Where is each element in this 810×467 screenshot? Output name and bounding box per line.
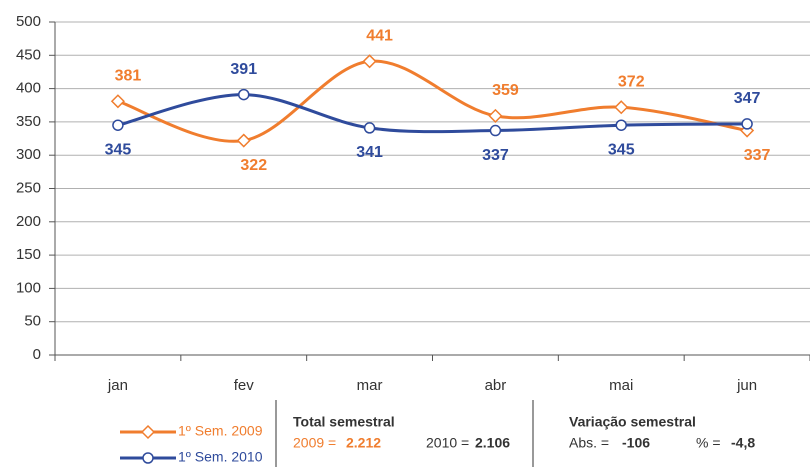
data-label: 347 [734,90,761,107]
y-tick-label: 400 [16,80,41,97]
x-tick-label: jan [107,377,128,394]
x-tick-label: abr [485,377,507,394]
marker [741,118,753,130]
marker [236,133,251,148]
data-label: 337 [744,147,771,164]
legend-label: 1º Sem. 2010 [178,449,263,465]
marker [615,119,627,131]
var-pct-label: % = [696,435,721,451]
total-2009-label: 2009 = [293,435,336,451]
var-title: Variação semestral [569,414,696,430]
data-label: 391 [230,61,257,78]
data-label: 372 [618,73,645,90]
y-tick-label: 500 [16,13,41,30]
x-tick-label: jun [736,377,757,394]
var-abs-label: Abs. = [569,435,609,451]
total-2009-value: 2.212 [346,435,381,451]
y-tick-label: 100 [16,279,41,296]
legend-marker [140,424,156,440]
y-tick-label: 50 [24,313,41,330]
marker [363,122,376,134]
data-label: 341 [356,144,383,161]
marker [489,124,502,137]
y-tick-label: 0 [33,346,41,363]
y-tick-label: 150 [16,246,41,263]
series-line [117,93,748,134]
data-label: 381 [115,67,142,84]
data-label: 441 [366,28,393,45]
marker [488,108,503,123]
data-label: 345 [608,141,635,158]
marker [614,100,629,115]
total-2010-label: 2010 = [426,435,469,451]
data-label: 359 [492,82,519,99]
total-title: Total semestral [293,414,395,430]
data-label: 345 [105,141,132,158]
var-pct-value: -4,8 [731,435,755,451]
y-tick-label: 200 [16,213,41,230]
x-tick-label: fev [234,377,255,394]
marker [112,119,124,131]
marker [362,54,377,69]
data-label: 322 [240,157,267,174]
legend-marker [142,452,154,464]
marker [238,88,250,101]
y-tick-label: 250 [16,179,41,196]
var-abs-value: -106 [622,435,650,451]
y-tick-label: 300 [16,146,41,163]
x-tick-label: mai [609,377,633,394]
legend-label: 1º Sem. 2009 [178,423,263,439]
y-tick-label: 450 [16,46,41,63]
data-label: 337 [482,147,509,164]
marker [110,94,125,109]
total-2010-value: 2.106 [475,435,510,451]
x-tick-label: mar [357,377,383,394]
series-line [117,59,748,143]
y-tick-label: 350 [16,113,41,130]
